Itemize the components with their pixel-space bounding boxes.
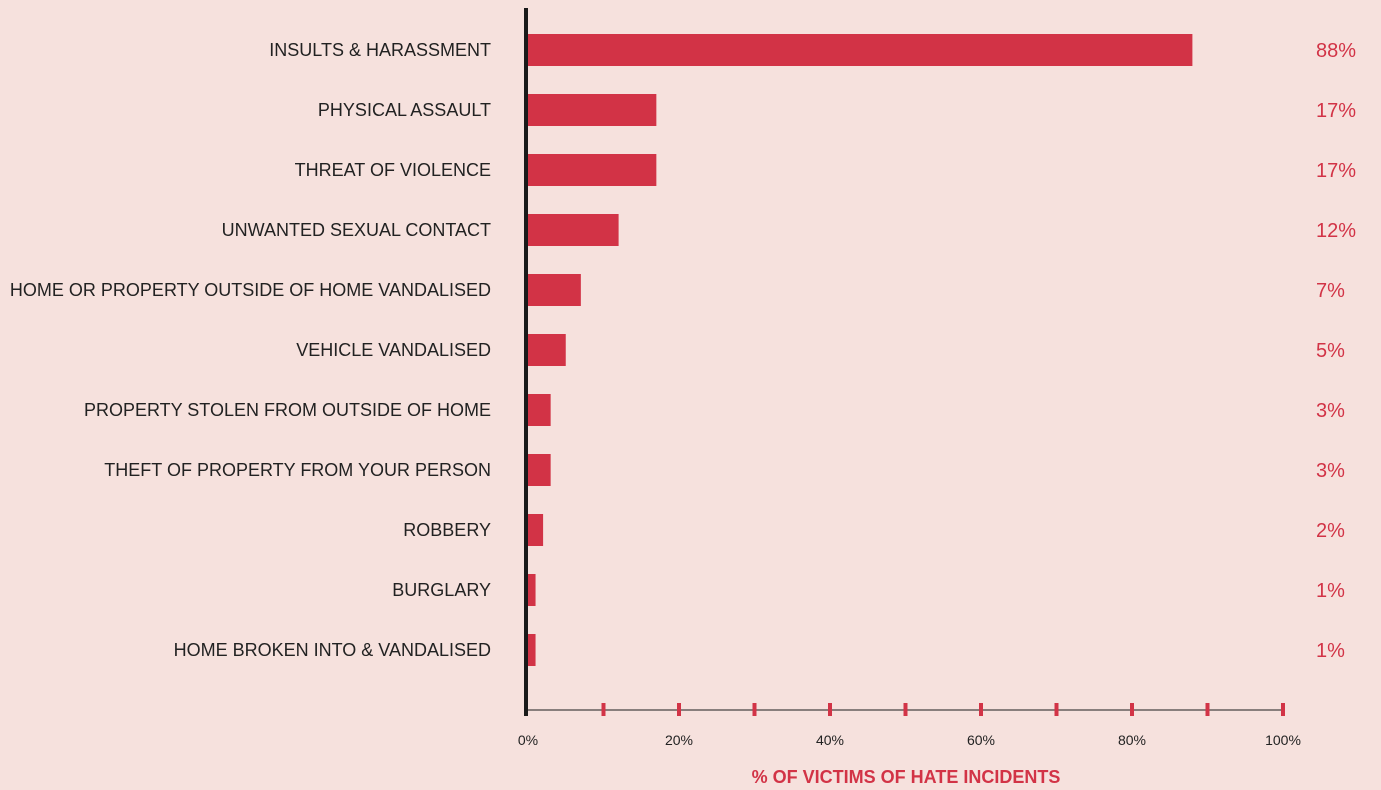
- x-tick-label: 80%: [1118, 732, 1146, 748]
- category-label: INSULTS & HARASSMENT: [269, 40, 491, 60]
- value-label: 7%: [1316, 280, 1345, 302]
- x-tick-mark: [1281, 703, 1285, 716]
- x-tick-mark: [979, 703, 983, 716]
- bar: [528, 574, 536, 606]
- category-label: HOME BROKEN INTO & VANDALISED: [174, 640, 491, 660]
- value-label: 1%: [1316, 580, 1345, 602]
- bar: [528, 94, 657, 126]
- category-label: UNWANTED SEXUAL CONTACT: [222, 220, 491, 240]
- bar: [528, 514, 544, 546]
- value-label: 2%: [1316, 520, 1345, 542]
- value-label: 5%: [1316, 340, 1345, 362]
- x-tick-mark: [1054, 703, 1059, 716]
- x-tick-label: 0%: [518, 732, 538, 748]
- value-label: 17%: [1316, 160, 1356, 182]
- x-tick-label: 60%: [967, 732, 995, 748]
- x-tick-mark: [752, 703, 757, 716]
- category-label: ROBBERY: [403, 520, 491, 540]
- x-tick-mark: [1205, 703, 1210, 716]
- value-labels: 88% 17% 17% 12% 7% 5% 3% 3% 2% 1% 1%: [1316, 40, 1356, 662]
- category-label: THREAT OF VIOLENCE: [295, 160, 491, 180]
- x-tick-label: 40%: [816, 732, 844, 748]
- value-label: 1%: [1316, 640, 1345, 662]
- value-label: 3%: [1316, 460, 1345, 482]
- category-label: THEFT OF PROPERTY FROM YOUR PERSON: [104, 460, 491, 480]
- value-label: 3%: [1316, 400, 1345, 422]
- bar: [528, 634, 536, 666]
- x-tick-mark: [601, 703, 606, 716]
- x-tick-mark: [903, 703, 908, 716]
- category-label: VEHICLE VANDALISED: [296, 340, 491, 360]
- category-label: PHYSICAL ASSAULT: [318, 100, 491, 120]
- x-tick-mark: [677, 703, 681, 716]
- bar: [528, 154, 657, 186]
- value-label: 12%: [1316, 220, 1356, 242]
- value-label: 17%: [1316, 100, 1356, 122]
- bar: [528, 334, 566, 366]
- x-axis: 0% 20% 40% 60% 80% 100%: [518, 8, 1301, 748]
- x-tick-mark: [1130, 703, 1134, 716]
- x-tick-mark: [828, 703, 832, 716]
- category-label: PROPERTY STOLEN FROM OUTSIDE OF HOME: [84, 400, 491, 420]
- value-label: 88%: [1316, 40, 1356, 62]
- bar: [528, 274, 581, 306]
- x-tick-label: 100%: [1265, 732, 1301, 748]
- category-label: BURGLARY: [392, 580, 491, 600]
- bar: [528, 34, 1193, 66]
- bar: [528, 394, 551, 426]
- x-axis-title: % OF VICTIMS OF HATE INCIDENTS: [752, 767, 1061, 787]
- x-tick-label: 20%: [665, 732, 693, 748]
- bar: [528, 454, 551, 486]
- bar: [528, 214, 619, 246]
- bars-layer: [528, 34, 1193, 666]
- category-label: HOME OR PROPERTY OUTSIDE OF HOME VANDALI…: [10, 280, 491, 300]
- category-labels: INSULTS & HARASSMENT PHYSICAL ASSAULT THRE…: [10, 40, 491, 660]
